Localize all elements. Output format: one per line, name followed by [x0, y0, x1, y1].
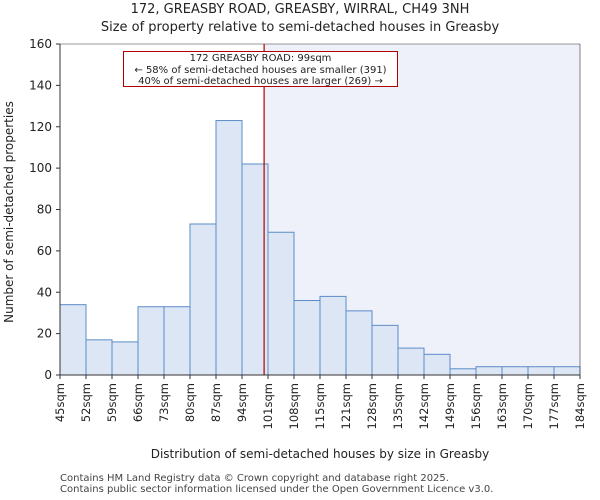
footer-line-1: Contains HM Land Registry data © Crown c… [60, 473, 449, 484]
bar [319, 295, 347, 376]
bar [111, 341, 139, 376]
bar [59, 304, 87, 376]
y-tick-label: 40 [37, 285, 52, 299]
x-tick-label: 52sqm [79, 383, 93, 422]
bar [371, 324, 399, 376]
y-tick-label: 120 [29, 120, 52, 134]
annotation-line-2: ← 58% of semi-detached houses are smalle… [134, 64, 387, 76]
x-tick-label: 94sqm [235, 383, 249, 422]
x-tick-label: 73sqm [157, 383, 171, 422]
x-tick-label: 142sqm [417, 383, 431, 429]
bar [163, 306, 191, 376]
x-tick-label: 115sqm [313, 383, 327, 429]
x-tick-label: 80sqm [183, 383, 197, 422]
annotation-line-3: 40% of semi-detached houses are larger (… [138, 76, 383, 87]
x-tick-label: 59sqm [105, 383, 119, 422]
y-axis-label: Number of semi-detached properties [2, 101, 16, 323]
bar [527, 366, 555, 376]
bar [423, 353, 451, 376]
x-tick-label: 87sqm [209, 383, 223, 422]
bar [553, 366, 581, 376]
y-tick-label: 140 [29, 78, 52, 92]
bar [267, 231, 295, 376]
x-tick-label: 101sqm [261, 383, 275, 429]
x-tick-label: 128sqm [365, 383, 379, 429]
x-tick-label: 108sqm [287, 383, 301, 429]
x-tick-label: 135sqm [391, 383, 405, 429]
bar [345, 310, 373, 376]
marker-annotation: 172 GREASBY ROAD: 99sqm ← 58% of semi-de… [123, 51, 398, 87]
x-tick-label: 156sqm [469, 383, 483, 429]
chart-title: 172, GREASBY ROAD, GREASBY, WIRRAL, CH49… [130, 2, 470, 17]
x-tick-label: 177sqm [547, 383, 561, 429]
y-tick-label: 20 [37, 327, 52, 341]
x-tick-label: 149sqm [443, 383, 457, 429]
bar [215, 120, 243, 376]
chart-subtitle: Size of property relative to semi-detach… [100, 20, 500, 35]
y-tick-label: 160 [29, 37, 52, 51]
bar [85, 339, 113, 376]
histogram-chart: 0 20 40 60 80 100 120 140 160 45sqm 52sqm 59sqm 66sq… [2, 37, 587, 461]
y-tick-label: 0 [44, 368, 52, 382]
annotation-line-1: 172 GREASBY ROAD: 99sqm [189, 53, 332, 64]
y-tick-label: 60 [37, 244, 52, 258]
x-tick-label: 184sqm [573, 383, 587, 429]
x-tick-label: 163sqm [495, 383, 509, 429]
bar [501, 366, 529, 376]
x-axis-label: Distribution of semi-detached houses by … [151, 447, 490, 461]
bar [449, 368, 477, 376]
footer-line-2: Contains public sector information licen… [60, 484, 494, 495]
x-tick-label: 121sqm [339, 383, 353, 429]
y-tick-label: 100 [29, 161, 52, 175]
bar [475, 366, 503, 376]
y-tick-label: 80 [37, 203, 52, 217]
x-tick-label: 45sqm [53, 383, 67, 422]
bar [189, 223, 217, 376]
x-tick-label: 170sqm [521, 383, 535, 429]
x-tick-label: 66sqm [131, 383, 145, 422]
bar [293, 300, 321, 376]
bar [137, 306, 165, 376]
bar [397, 347, 425, 376]
